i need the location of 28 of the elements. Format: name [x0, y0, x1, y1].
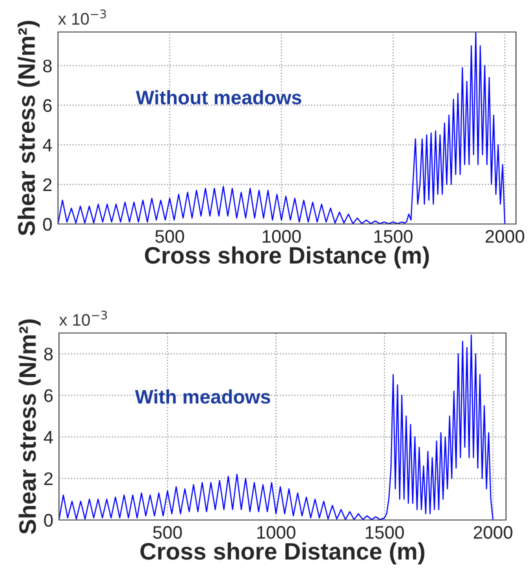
annotation: With meadows [135, 389, 270, 404]
y-tick-label: 0 [43, 218, 52, 231]
y-tick-label: 8 [43, 60, 52, 72]
x-tick-label: 1000 [257, 526, 296, 539]
x-tick-label: 1500 [374, 230, 412, 243]
y-tick-label: 2 [43, 178, 52, 191]
y-tick-label: 0 [44, 514, 53, 527]
y-tick-label: 8 [44, 348, 53, 360]
x-axis-title: Cross shore Distance (m) [144, 246, 429, 268]
y-tick-label: 2 [44, 472, 53, 485]
annotation: Without meadows [136, 90, 302, 104]
x-tick-label: 2000 [486, 230, 524, 243]
y-axis-title: Shear stress (N/m²) [18, 319, 41, 534]
x-tick-label: 2000 [474, 526, 512, 539]
line-series [58, 32, 506, 224]
y-tick-label: 4 [44, 431, 53, 444]
y-axis-title: Shear stress (N/m²) [18, 20, 40, 236]
y-tick-label: 6 [43, 99, 52, 112]
x-tick-label: 500 [155, 230, 184, 243]
x-tick-label: 1000 [262, 230, 301, 243]
y-tick-label: 6 [44, 389, 53, 402]
x-tick-label: 1500 [366, 526, 404, 539]
line-series [59, 334, 494, 520]
text: x 10$^{−3}$ [59, 310, 107, 326]
y-tick-label: 4 [42, 138, 52, 152]
text: x 10$^{−3}$ [58, 10, 106, 25]
x-axis-title: Cross shore Distance (m) [140, 542, 424, 564]
x-tick-label: 500 [153, 526, 182, 539]
